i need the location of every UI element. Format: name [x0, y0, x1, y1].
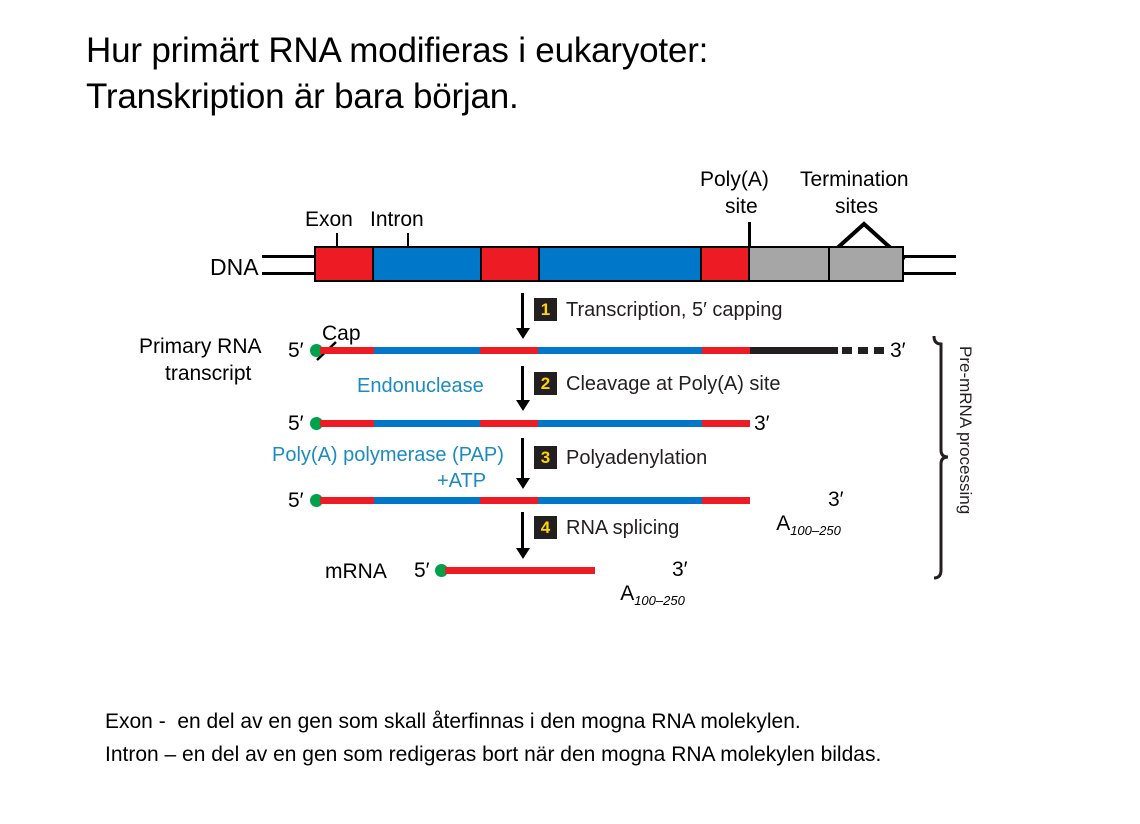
transcript1-exon-1: [320, 347, 374, 354]
step-4-arrow-stem: [521, 512, 524, 550]
definitions-block: Exon - en del av en gen som skall återfi…: [105, 705, 1095, 771]
step-2-arrow-head: [516, 400, 530, 411]
page-title-line-2: Transkription är bara början.: [86, 77, 519, 116]
page-title: Hur primärt RNA modifieras i eukaryoter:…: [86, 28, 986, 120]
transcript3-intron-1: [374, 497, 480, 504]
mrna-5prime: 5′: [414, 559, 430, 582]
transcript2-intron-1: [374, 420, 480, 427]
definition-intron: Intron – en del av en gen som redigeras …: [105, 743, 882, 766]
transcript2-intron-2: [538, 420, 702, 427]
dna-flank-left-lower: [262, 272, 318, 275]
transcript2-exon-1: [320, 420, 374, 427]
step-3-number: 3: [534, 446, 557, 469]
step-4-arrow-head: [516, 548, 530, 559]
transcript2-3prime: 3′: [754, 412, 770, 435]
step-3-arrow-head: [516, 478, 530, 489]
mrna-cap-dot: [435, 564, 448, 577]
transcript1-intron-1: [374, 347, 480, 354]
transcript3-exon-1: [320, 497, 374, 504]
mrna-polya-letter: A: [620, 582, 635, 605]
endonuclease-label: Endonuclease: [357, 375, 484, 397]
atp-label: +ATP: [437, 470, 487, 492]
transcript1-intron-2: [538, 347, 702, 354]
dna-intron-2: [538, 246, 702, 282]
dna-exon-3: [700, 246, 750, 282]
primary-transcript-5prime: 5′: [288, 339, 304, 362]
termination-label-line-1: Termination: [800, 168, 909, 191]
mrna-polya-subscript: 100–250: [634, 593, 685, 609]
pre-mrna-processing-caption: Pre-mRNA processing: [956, 346, 975, 515]
polya-site-label-line-2: site: [725, 195, 758, 218]
dna-label: DNA: [210, 254, 259, 280]
termination-label-line-2: sites: [835, 195, 879, 218]
dna-exon-2: [480, 246, 540, 282]
step-4-number: 4: [534, 516, 557, 539]
transcript3-polya-subscript: 100–250: [790, 523, 841, 539]
mrna-label: mRNA: [325, 560, 387, 583]
step-2-text: Cleavage at Poly(A) site: [566, 373, 781, 395]
transcript3-exon-3: [702, 497, 750, 504]
transcript1-downstream: [750, 347, 838, 354]
dna-exon-1: [314, 246, 374, 282]
rna-processing-diagram: Exon Intron Poly(A) site Termination sit…: [0, 150, 1140, 620]
intron-label: Intron: [370, 208, 424, 231]
transcript3-5prime: 5′: [288, 489, 304, 512]
polya-site-label-line-1: Poly(A): [700, 168, 769, 191]
transcript3-cap-dot: [310, 494, 323, 507]
transcript2-exon-3: [702, 420, 750, 427]
mrna-3prime: 3′: [672, 558, 688, 581]
definition-exon: Exon - en del av en gen som skall återfi…: [105, 710, 801, 733]
dna-intron-1: [372, 246, 482, 282]
polya-site-arrow-stem: [748, 222, 751, 248]
dna-downstream-2: [828, 246, 904, 282]
pre-mrna-processing-bracket: [932, 335, 949, 580]
step-3-text: Polyadenylation: [566, 447, 708, 469]
transcript1-exon-2: [480, 347, 538, 354]
transcript2-cap-dot: [310, 417, 323, 430]
transcript3-exon-2: [480, 497, 538, 504]
mrna-polya-tail: A100–250: [598, 558, 685, 632]
primary-transcript-label-line-1: Primary RNA: [139, 335, 262, 358]
primary-transcript-cap-dot: [310, 344, 323, 357]
transcript3-polya-tail: A100–250: [754, 488, 841, 562]
step-2-number: 2: [534, 372, 557, 395]
step-1-arrow-stem: [521, 293, 524, 331]
transcript3-3prime: 3′: [828, 488, 844, 511]
transcript2-5prime: 5′: [288, 412, 304, 435]
step-1-arrow-head: [516, 328, 530, 339]
transcript1-dash-3: [874, 347, 884, 354]
exon-leader-line: [336, 233, 338, 255]
dna-flank-right-upper: [900, 255, 956, 258]
page-title-line-1: Hur primärt RNA modifieras i eukaryoter:: [86, 31, 709, 70]
exon-label: Exon: [305, 208, 353, 231]
dna-downstream-1: [748, 246, 830, 282]
mrna-exon-body: [445, 567, 595, 574]
transcript2-exon-2: [480, 420, 538, 427]
transcript3-polya-letter: A: [776, 512, 791, 535]
pap-label: Poly(A) polymerase (PAP): [272, 444, 504, 466]
transcript1-3prime: 3′: [890, 339, 906, 362]
step-4-text: RNA splicing: [566, 517, 680, 539]
cap-label: Cap: [322, 322, 361, 345]
step-2-arrow-stem: [521, 366, 524, 402]
step-1-text: Transcription, 5′ capping: [566, 299, 783, 321]
transcript3-intron-2: [538, 497, 702, 504]
intron-leader-line: [407, 233, 409, 255]
transcript1-exon-3: [702, 347, 750, 354]
transcript1-dash-1: [842, 347, 852, 354]
step-1-number: 1: [534, 298, 557, 321]
dna-flank-left-upper: [262, 255, 318, 258]
transcript1-dash-2: [858, 347, 868, 354]
primary-transcript-label-line-2: transcript: [165, 362, 252, 385]
dna-flank-right-lower: [900, 272, 956, 275]
step-3-arrow-stem: [521, 438, 524, 480]
